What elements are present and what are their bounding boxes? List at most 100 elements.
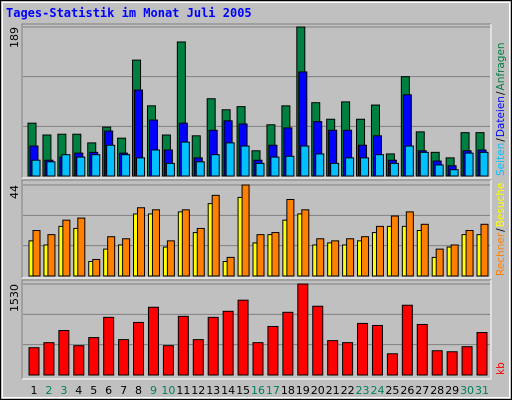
x-tick-label: 31 [475, 384, 489, 397]
bar [47, 234, 56, 277]
x-tick-label: 18 [281, 384, 295, 397]
x-tick-label: 2 [45, 384, 52, 397]
bar [361, 236, 370, 277]
x-tick-label: 23 [356, 384, 370, 397]
bar [446, 351, 458, 376]
bar [181, 209, 190, 277]
bar [300, 145, 310, 177]
bar [162, 345, 174, 376]
bar [31, 159, 41, 177]
bar [241, 184, 250, 277]
bar [137, 207, 146, 277]
bar [255, 162, 265, 177]
bar [386, 353, 398, 376]
legend: kb [495, 362, 507, 375]
bar [77, 217, 86, 277]
panel-bevel [22, 180, 492, 279]
legend-separator: / [495, 91, 507, 95]
legend-separator: / [495, 228, 507, 232]
bar [76, 156, 86, 177]
bar [390, 215, 399, 277]
bar [147, 306, 159, 376]
bar [226, 256, 235, 277]
bar [43, 342, 55, 376]
x-tick-label: 6 [105, 384, 112, 397]
bar [375, 225, 384, 277]
bar [282, 311, 294, 376]
legend-entry: Dateien [495, 96, 507, 137]
bar [106, 144, 116, 177]
x-tick-label: 19 [296, 384, 310, 397]
bar [404, 145, 414, 177]
bar [107, 236, 116, 277]
bar [419, 151, 429, 177]
panel-bevel [21, 279, 491, 379]
bar [465, 230, 474, 277]
legend-separator: / [495, 138, 507, 142]
bar [316, 238, 325, 277]
bar [327, 340, 339, 376]
bar [28, 347, 40, 376]
bar [346, 238, 355, 277]
bar [118, 339, 130, 376]
bar [449, 169, 459, 177]
bar [360, 157, 370, 177]
bar [196, 227, 205, 277]
bar [416, 323, 428, 376]
bar [435, 248, 444, 277]
bar [450, 244, 459, 277]
bar [431, 350, 443, 376]
legend: Rechner/Besuche [495, 183, 507, 276]
x-tick-label: 14 [221, 384, 235, 397]
bar [150, 149, 160, 177]
bar [345, 157, 355, 177]
x-tick-label: 16 [251, 384, 265, 397]
bar [357, 322, 369, 376]
legend-entry: kb [495, 362, 507, 375]
x-tick-label: 7 [120, 384, 127, 397]
bar [252, 342, 264, 376]
bar [180, 141, 190, 177]
bar [92, 258, 101, 277]
bar [267, 325, 279, 376]
bar [103, 316, 115, 376]
bar [371, 324, 383, 376]
bar [195, 161, 205, 177]
bar [165, 162, 175, 177]
bar [122, 238, 131, 277]
x-tick-label: 27 [415, 384, 429, 397]
x-tick-label: 3 [60, 384, 67, 397]
bar [420, 223, 429, 277]
bar [461, 346, 473, 376]
bar [210, 154, 220, 177]
panel-bevel [21, 179, 491, 278]
bar [151, 209, 160, 277]
bar [32, 230, 41, 277]
x-tick-label: 29 [445, 384, 459, 397]
bar [88, 337, 100, 376]
bar [61, 154, 71, 177]
bar [464, 152, 474, 177]
bar [166, 240, 175, 277]
bar [285, 155, 295, 177]
x-tick-label: 25 [385, 384, 399, 397]
bar [121, 154, 131, 177]
bar [58, 330, 70, 376]
bar [73, 345, 85, 376]
legend-entry: Seiten [495, 143, 507, 176]
bar [389, 162, 399, 177]
bar [256, 234, 265, 277]
x-tick-label: 8 [135, 384, 142, 397]
bar [331, 240, 340, 277]
bar [480, 223, 489, 277]
legend: Seiten/Dateien/Anfragen [495, 42, 507, 176]
panel-bevel [21, 23, 491, 178]
bar [237, 299, 249, 376]
x-tick-label: 21 [326, 384, 340, 397]
bar [476, 332, 488, 376]
chart-title: Tages-Statistik im Monat Juli 2005 [6, 6, 252, 20]
bar [91, 154, 101, 177]
bar [315, 153, 325, 177]
x-tick-label: 22 [341, 384, 355, 397]
